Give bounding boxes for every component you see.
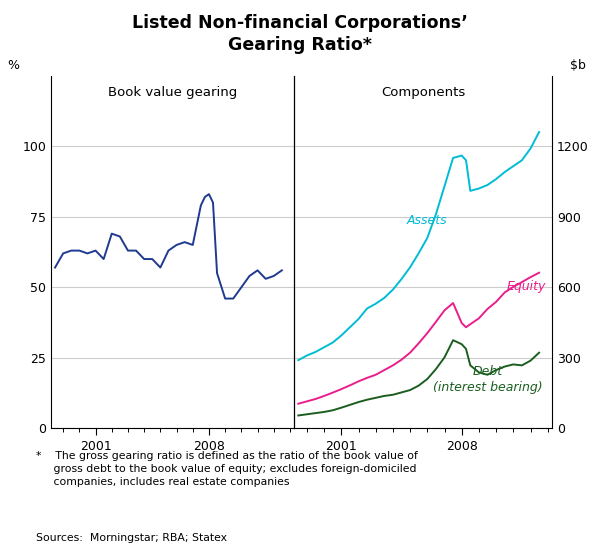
Text: Debt
(interest bearing): Debt (interest bearing) — [433, 365, 542, 394]
Text: $b: $b — [569, 59, 586, 72]
Text: %: % — [7, 59, 19, 72]
Text: Equity: Equity — [506, 279, 546, 293]
Text: Sources:  Morningstar; RBA; Statex: Sources: Morningstar; RBA; Statex — [36, 533, 227, 543]
Text: Listed Non-financial Corporations’
Gearing Ratio*: Listed Non-financial Corporations’ Geari… — [132, 14, 468, 54]
Text: Components: Components — [381, 86, 465, 99]
Text: *    The gross gearing ratio is defined as the ratio of the book value of
     g: * The gross gearing ratio is defined as … — [36, 451, 418, 487]
Text: Assets: Assets — [407, 214, 447, 227]
Text: Book value gearing: Book value gearing — [108, 86, 237, 99]
